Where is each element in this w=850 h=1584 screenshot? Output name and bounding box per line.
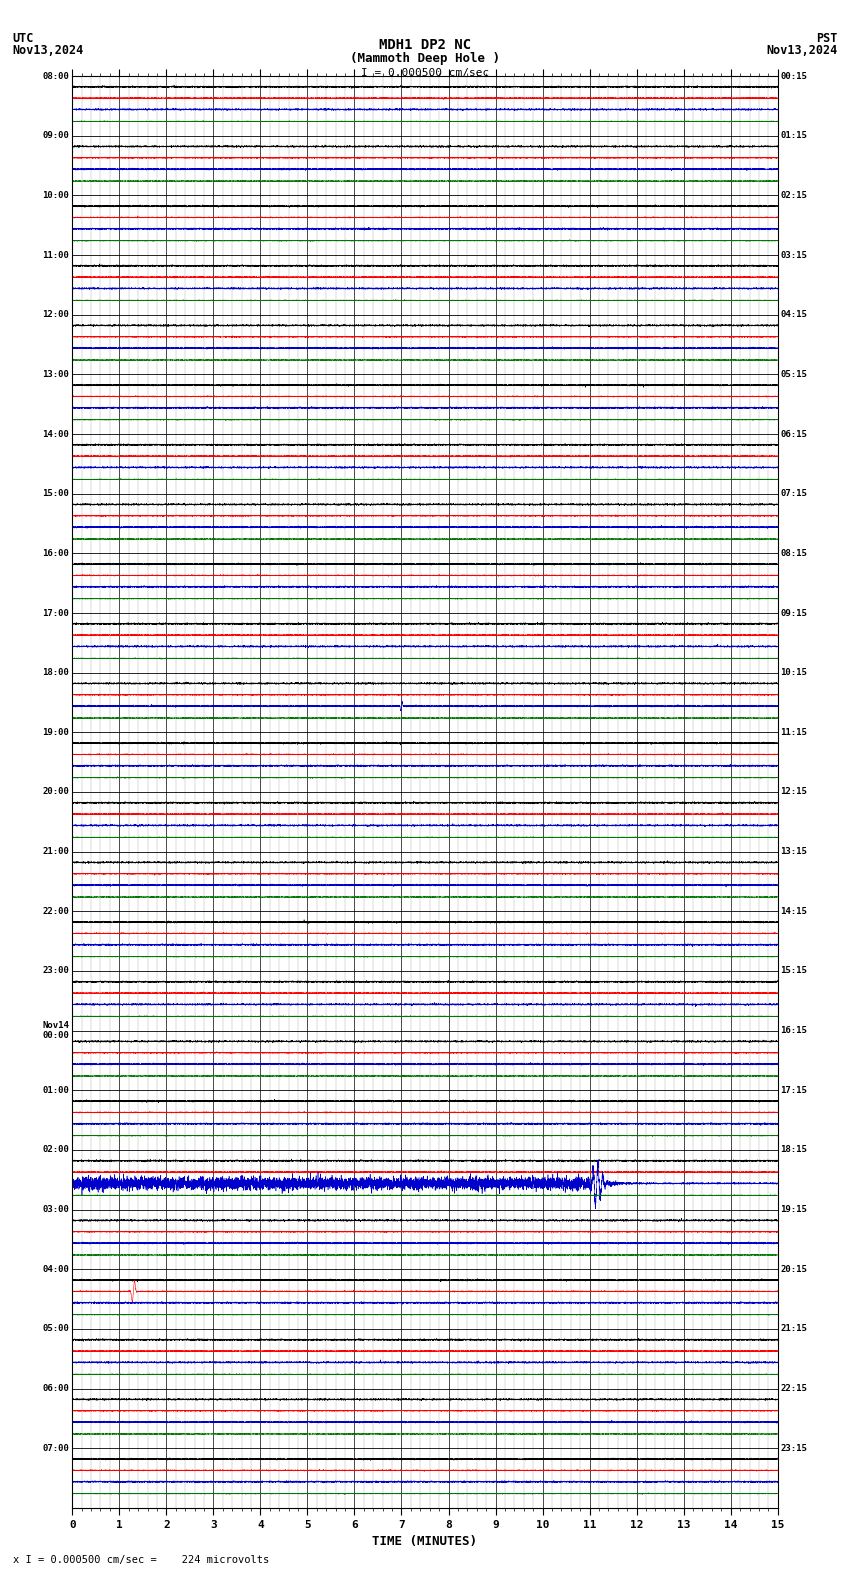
Text: 22:00: 22:00 bbox=[42, 906, 70, 916]
Text: 15:15: 15:15 bbox=[780, 966, 808, 976]
Text: 10:15: 10:15 bbox=[780, 668, 808, 678]
Text: PST: PST bbox=[816, 32, 837, 44]
Text: 22:15: 22:15 bbox=[780, 1384, 808, 1394]
Text: x I = 0.000500 cm/sec =    224 microvolts: x I = 0.000500 cm/sec = 224 microvolts bbox=[13, 1555, 269, 1565]
Text: 12:00: 12:00 bbox=[42, 310, 70, 320]
Text: 14:00: 14:00 bbox=[42, 429, 70, 439]
Text: 12:15: 12:15 bbox=[780, 787, 808, 797]
Text: 05:15: 05:15 bbox=[780, 369, 808, 379]
Text: 13:00: 13:00 bbox=[42, 369, 70, 379]
X-axis label: TIME (MINUTES): TIME (MINUTES) bbox=[372, 1535, 478, 1548]
Text: 07:00: 07:00 bbox=[42, 1443, 70, 1453]
Text: I = 0.000500 cm/sec: I = 0.000500 cm/sec bbox=[361, 68, 489, 78]
Text: 14:15: 14:15 bbox=[780, 906, 808, 916]
Text: 19:15: 19:15 bbox=[780, 1205, 808, 1215]
Text: 04:00: 04:00 bbox=[42, 1264, 70, 1274]
Text: 03:00: 03:00 bbox=[42, 1205, 70, 1215]
Text: 20:15: 20:15 bbox=[780, 1264, 808, 1274]
Text: 08:00: 08:00 bbox=[42, 71, 70, 81]
Text: 21:15: 21:15 bbox=[780, 1324, 808, 1334]
Text: 08:15: 08:15 bbox=[780, 548, 808, 558]
Text: 11:15: 11:15 bbox=[780, 727, 808, 737]
Text: 20:00: 20:00 bbox=[42, 787, 70, 797]
Text: 11:00: 11:00 bbox=[42, 250, 70, 260]
Text: 06:00: 06:00 bbox=[42, 1384, 70, 1394]
Text: 23:15: 23:15 bbox=[780, 1443, 808, 1453]
Text: 01:00: 01:00 bbox=[42, 1085, 70, 1095]
Text: 04:15: 04:15 bbox=[780, 310, 808, 320]
Text: 00:15: 00:15 bbox=[780, 71, 808, 81]
Text: 10:00: 10:00 bbox=[42, 190, 70, 200]
Text: 05:00: 05:00 bbox=[42, 1324, 70, 1334]
Text: MDH1 DP2 NC: MDH1 DP2 NC bbox=[379, 38, 471, 52]
Text: 07:15: 07:15 bbox=[780, 489, 808, 499]
Text: 17:00: 17:00 bbox=[42, 608, 70, 618]
Text: 02:15: 02:15 bbox=[780, 190, 808, 200]
Text: 16:15: 16:15 bbox=[780, 1026, 808, 1036]
Text: 18:15: 18:15 bbox=[780, 1145, 808, 1155]
Text: Nov14
00:00: Nov14 00:00 bbox=[42, 1022, 70, 1041]
Text: Nov13,2024: Nov13,2024 bbox=[766, 44, 837, 57]
Text: 18:00: 18:00 bbox=[42, 668, 70, 678]
Text: 16:00: 16:00 bbox=[42, 548, 70, 558]
Text: 17:15: 17:15 bbox=[780, 1085, 808, 1095]
Text: 01:15: 01:15 bbox=[780, 131, 808, 141]
Text: UTC: UTC bbox=[13, 32, 34, 44]
Text: 15:00: 15:00 bbox=[42, 489, 70, 499]
Text: Nov13,2024: Nov13,2024 bbox=[13, 44, 84, 57]
Text: 13:15: 13:15 bbox=[780, 847, 808, 857]
Text: 19:00: 19:00 bbox=[42, 727, 70, 737]
Text: 23:00: 23:00 bbox=[42, 966, 70, 976]
Text: (Mammoth Deep Hole ): (Mammoth Deep Hole ) bbox=[350, 52, 500, 65]
Text: 02:00: 02:00 bbox=[42, 1145, 70, 1155]
Text: 09:15: 09:15 bbox=[780, 608, 808, 618]
Text: 06:15: 06:15 bbox=[780, 429, 808, 439]
Text: 21:00: 21:00 bbox=[42, 847, 70, 857]
Text: 03:15: 03:15 bbox=[780, 250, 808, 260]
Text: 09:00: 09:00 bbox=[42, 131, 70, 141]
